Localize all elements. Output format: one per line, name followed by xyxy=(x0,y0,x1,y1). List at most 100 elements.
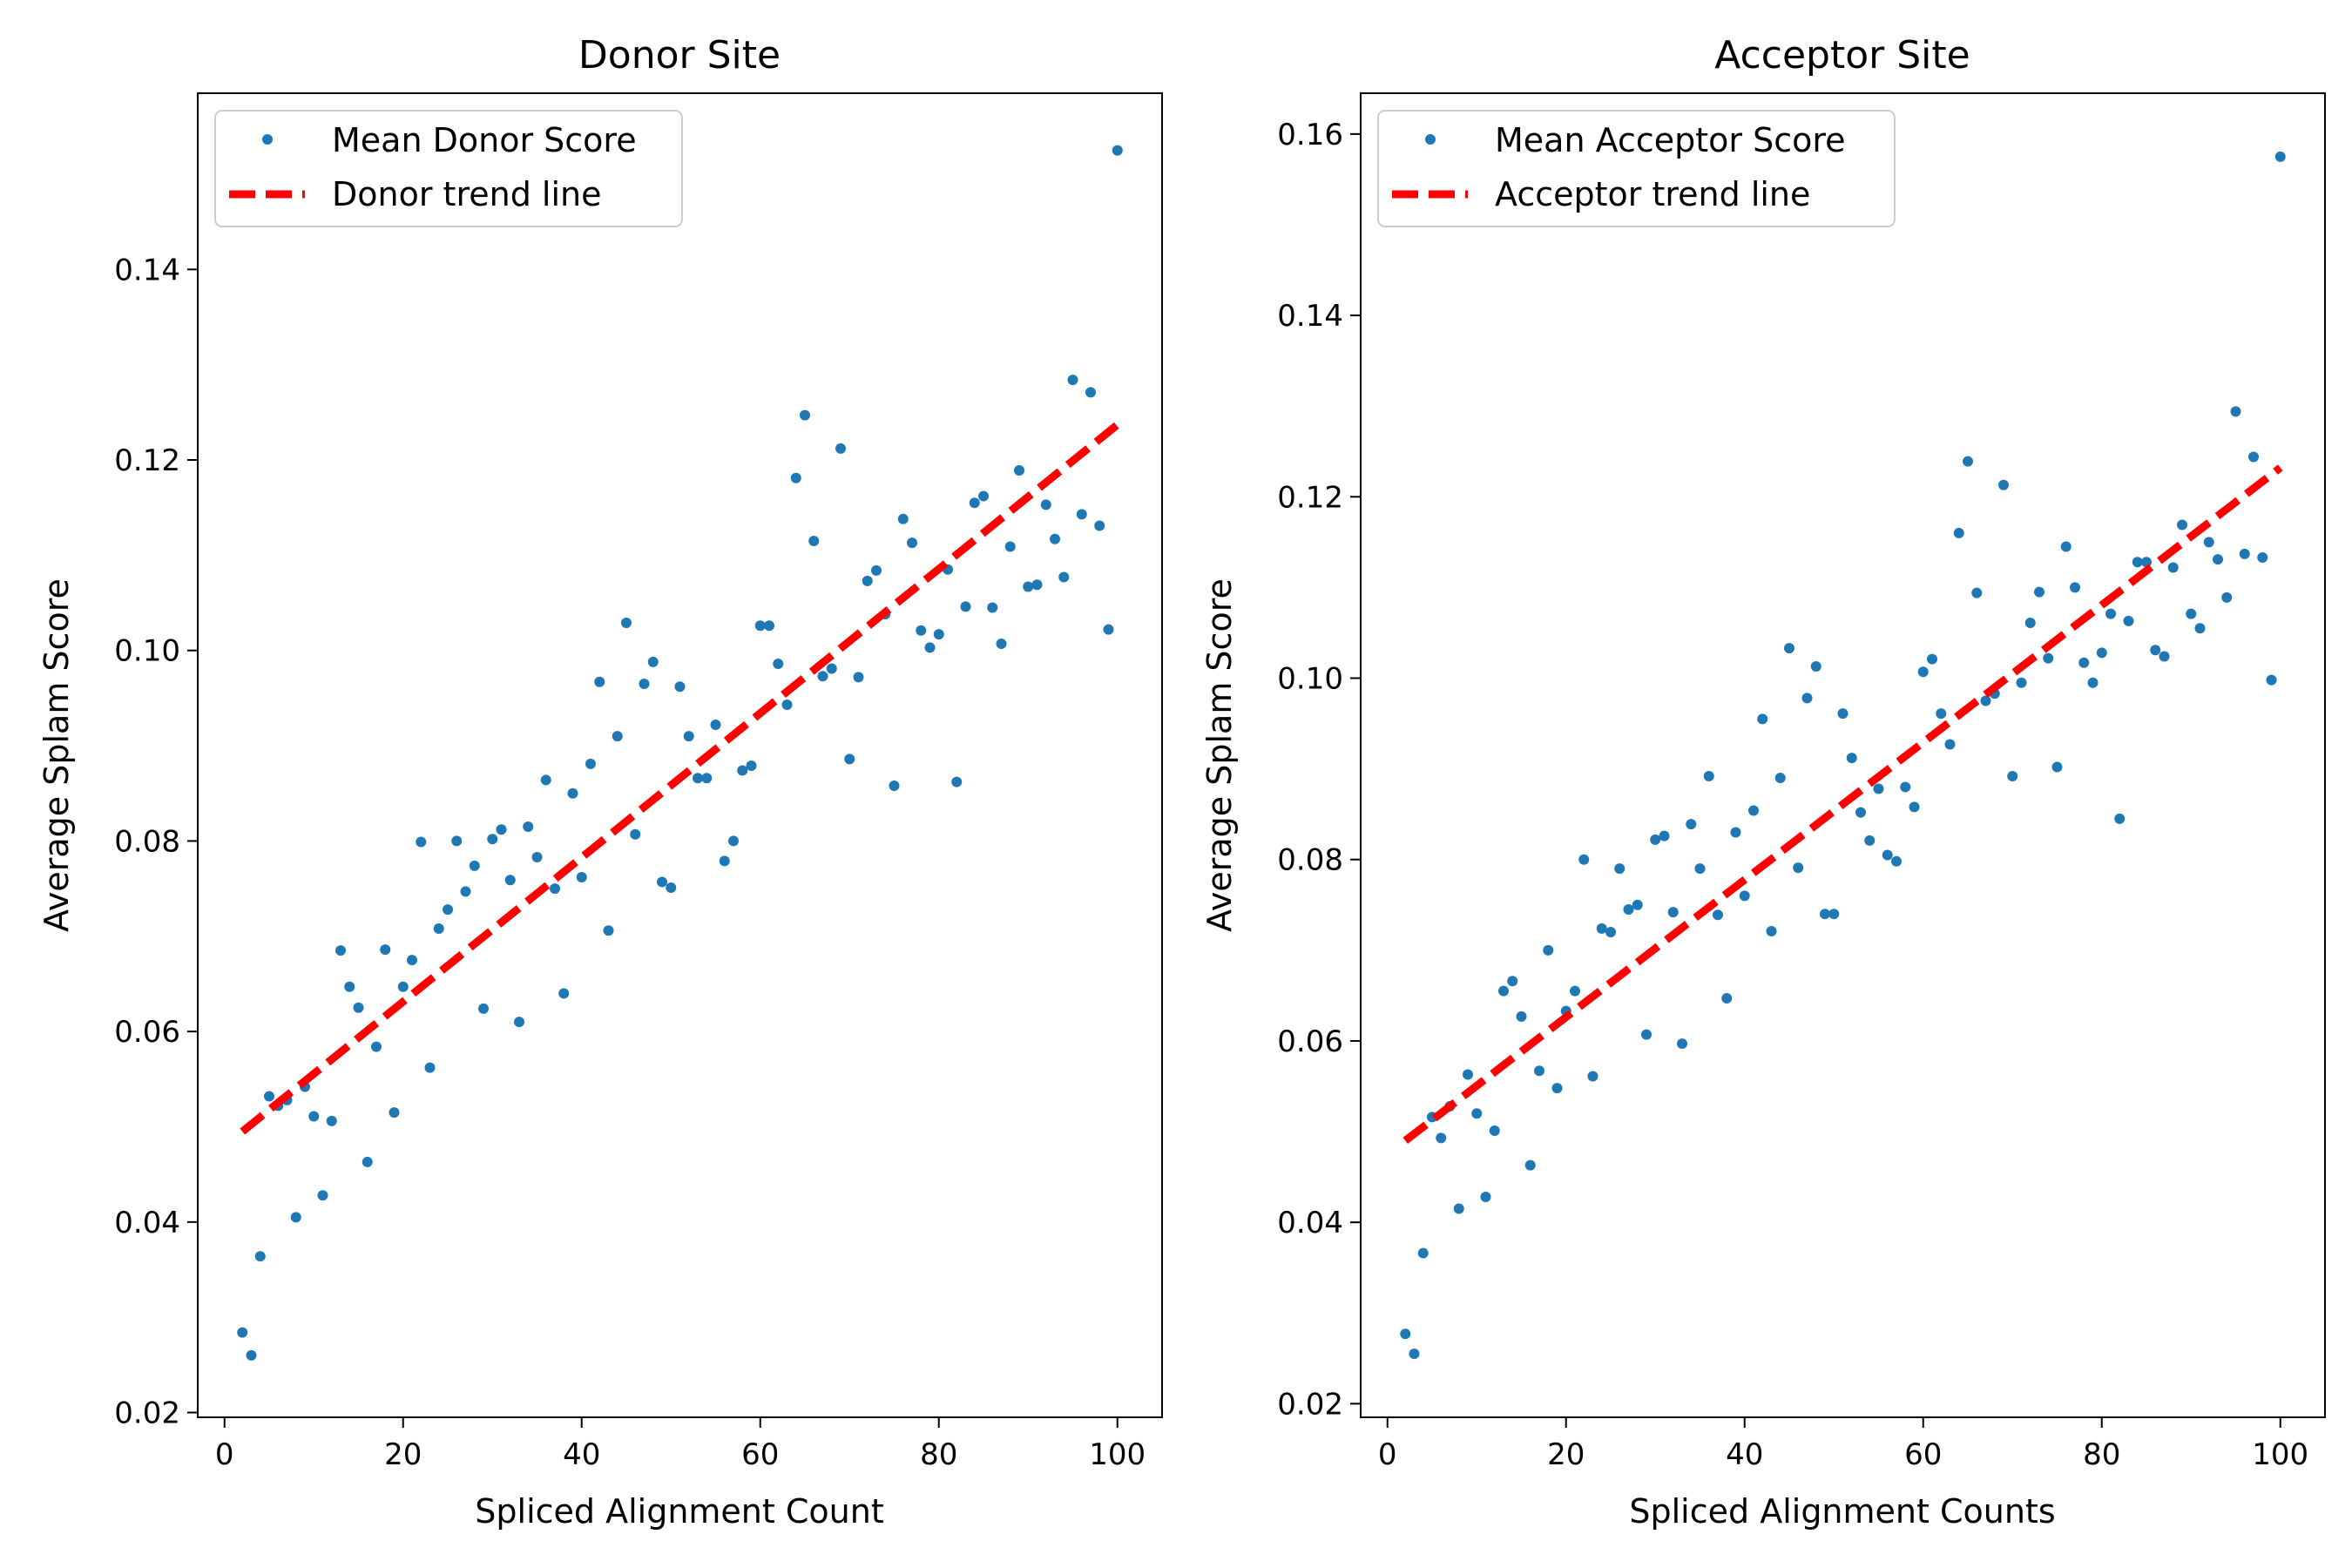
donor-y-tick-label: 0.14 xyxy=(114,253,180,287)
donor-data-point xyxy=(719,855,730,867)
donor-data-point xyxy=(531,852,543,863)
donor-data-point xyxy=(246,1349,257,1361)
donor-y-tick-label: 0.12 xyxy=(114,443,180,478)
donor-data-marks xyxy=(237,145,1123,1361)
donor-data-point xyxy=(1031,579,1043,591)
acceptor-y-tick-label: 0.14 xyxy=(1277,299,1343,334)
acceptor-data-point xyxy=(1703,770,1714,781)
acceptor-data-point xyxy=(1480,1192,1491,1203)
donor-data-point xyxy=(737,765,748,776)
donor-data-point xyxy=(639,678,650,689)
acceptor-data-point xyxy=(1436,1132,1447,1144)
donor-data-point xyxy=(693,773,703,784)
donor-data-point xyxy=(987,602,998,613)
acceptor-data-point xyxy=(1766,925,1777,936)
acceptor-data-point xyxy=(2070,582,2080,593)
acceptor-data-point xyxy=(1757,713,1768,725)
acceptor-legend-box xyxy=(1377,110,1896,227)
acceptor-data-point xyxy=(1498,985,1509,997)
donor-data-point xyxy=(1050,533,1060,544)
donor-data-point xyxy=(523,821,534,833)
donor-data-point xyxy=(443,904,453,916)
acceptor-data-point xyxy=(1489,1125,1500,1137)
acceptor-x-axis-label: Spliced Alignment Counts xyxy=(1629,1492,2055,1531)
donor-data-point xyxy=(335,945,346,956)
acceptor-data-point xyxy=(1659,830,1670,841)
donor-data-point xyxy=(978,490,989,502)
donor-y-tick-label: 0.10 xyxy=(114,634,180,669)
donor-data-point xyxy=(969,497,980,509)
donor-data-point xyxy=(1067,375,1078,386)
donor-data-point xyxy=(790,472,801,483)
acceptor-data-point xyxy=(2016,677,2027,688)
acceptor-data-point xyxy=(1641,1029,1652,1040)
acceptor-y-tick-label: 0.08 xyxy=(1277,843,1343,878)
acceptor-data-point xyxy=(1463,1069,1473,1080)
acceptor-y-tick-label: 0.06 xyxy=(1277,1024,1343,1059)
acceptor-data-point xyxy=(2132,557,2143,568)
donor-y-tick-label: 0.02 xyxy=(114,1396,180,1431)
acceptor-data-point xyxy=(1820,909,1830,920)
acceptor-data-point xyxy=(1873,783,1884,794)
donor-data-point xyxy=(469,860,480,871)
donor-data-point xyxy=(951,776,963,787)
donor-data-point xyxy=(666,882,677,893)
donor-plot-frame xyxy=(197,92,1163,1418)
acceptor-x-tick-label: 40 xyxy=(1726,1437,1763,1472)
acceptor-data-point xyxy=(2096,647,2107,659)
donor-data-point xyxy=(728,835,739,847)
acceptor-data-point xyxy=(1900,781,1911,793)
acceptor-data-point xyxy=(1667,907,1679,918)
donor-y-tick-label: 0.04 xyxy=(114,1206,180,1240)
donor-data-point xyxy=(576,871,587,882)
donor-x-tick-label: 80 xyxy=(920,1437,957,1472)
acceptor-data-point xyxy=(2248,451,2259,463)
donor-data-point xyxy=(657,876,667,888)
acceptor-y-axis-label: Average Splam Score xyxy=(1200,578,1239,932)
acceptor-data-point xyxy=(2051,761,2063,773)
acceptor-data-point xyxy=(2230,406,2241,417)
acceptor-data-point xyxy=(2266,674,2277,686)
acceptor-y-tick-label: 0.02 xyxy=(1277,1387,1343,1422)
donor-data-point xyxy=(1014,465,1024,476)
donor-chart-panel: Donor Site 0 20 40 60 80 100 0.02 0.04 0.06 0.08… xyxy=(37,33,1163,1531)
acceptor-data-point xyxy=(2239,548,2250,559)
acceptor-data-point xyxy=(2078,657,2090,668)
donor-data-point xyxy=(897,513,909,524)
donor-data-point xyxy=(844,754,855,765)
acceptor-x-tick-label: 80 xyxy=(2083,1437,2120,1472)
donor-data-point xyxy=(862,575,873,586)
donor-data-point xyxy=(1085,387,1096,398)
acceptor-data-point xyxy=(1632,899,1643,910)
acceptor-data-point xyxy=(2257,552,2268,564)
donor-x-tick-label: 60 xyxy=(741,1437,779,1472)
donor-data-point xyxy=(1004,541,1016,552)
acceptor-data-point xyxy=(1953,527,1964,538)
donor-data-point xyxy=(487,834,498,845)
acceptor-legend-trend-label: Acceptor trend line xyxy=(1495,175,1810,213)
donor-x-tick-label: 0 xyxy=(215,1437,234,1472)
acceptor-data-point xyxy=(1677,1038,1687,1050)
acceptor-data-point xyxy=(2024,618,2036,628)
acceptor-data-point xyxy=(1998,479,2009,490)
donor-legend-point-swatch xyxy=(262,134,273,145)
donor-data-point xyxy=(621,618,632,628)
acceptor-data-point xyxy=(2043,652,2054,664)
acceptor-data-point xyxy=(2203,537,2214,548)
donor-data-point xyxy=(612,731,623,742)
donor-x-tick-label: 20 xyxy=(384,1437,422,1472)
donor-data-point xyxy=(674,681,686,693)
donor-data-point xyxy=(853,672,864,683)
acceptor-legend-points-label: Mean Acceptor Score xyxy=(1495,121,1846,159)
donor-legend: Mean Donor Score Donor trend line xyxy=(214,110,683,227)
acceptor-data-point xyxy=(1774,773,1786,784)
acceptor-y-tick-label: 0.10 xyxy=(1277,662,1343,697)
donor-data-point xyxy=(1094,520,1105,531)
acceptor-data-point xyxy=(2177,519,2187,531)
acceptor-data-point xyxy=(1650,834,1661,845)
donor-data-point xyxy=(996,639,1007,650)
acceptor-data-point xyxy=(1614,863,1625,875)
acceptor-data-point xyxy=(1784,643,1794,654)
acceptor-data-point xyxy=(1936,708,1947,720)
